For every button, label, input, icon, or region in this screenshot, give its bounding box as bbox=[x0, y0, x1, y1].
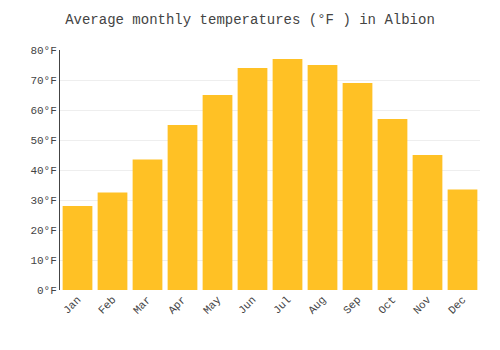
svg-text:Jun: Jun bbox=[236, 294, 258, 316]
svg-text:30°F: 30°F bbox=[30, 195, 56, 207]
svg-text:80°F: 80°F bbox=[30, 45, 56, 57]
svg-text:10°F: 10°F bbox=[30, 255, 56, 267]
svg-text:Dec: Dec bbox=[446, 294, 468, 316]
svg-text:May: May bbox=[201, 294, 224, 317]
svg-text:Mar: Mar bbox=[131, 294, 153, 316]
svg-text:Feb: Feb bbox=[96, 294, 118, 316]
svg-text:0°F: 0°F bbox=[37, 285, 57, 297]
svg-text:Nov: Nov bbox=[411, 294, 434, 317]
svg-text:Aug: Aug bbox=[306, 294, 328, 316]
svg-text:Oct: Oct bbox=[376, 294, 398, 316]
svg-text:60°F: 60°F bbox=[30, 105, 56, 117]
svg-text:50°F: 50°F bbox=[30, 135, 56, 147]
svg-text:20°F: 20°F bbox=[30, 225, 56, 237]
svg-text:40°F: 40°F bbox=[30, 165, 56, 177]
svg-text:Jul: Jul bbox=[271, 294, 293, 316]
svg-text:Average monthly temperatures (: Average monthly temperatures (°F ) in Al… bbox=[65, 12, 435, 28]
svg-text:70°F: 70°F bbox=[30, 75, 56, 87]
svg-text:Apr: Apr bbox=[166, 294, 188, 316]
svg-text:Jan: Jan bbox=[61, 294, 83, 316]
svg-text:Sep: Sep bbox=[341, 294, 363, 316]
